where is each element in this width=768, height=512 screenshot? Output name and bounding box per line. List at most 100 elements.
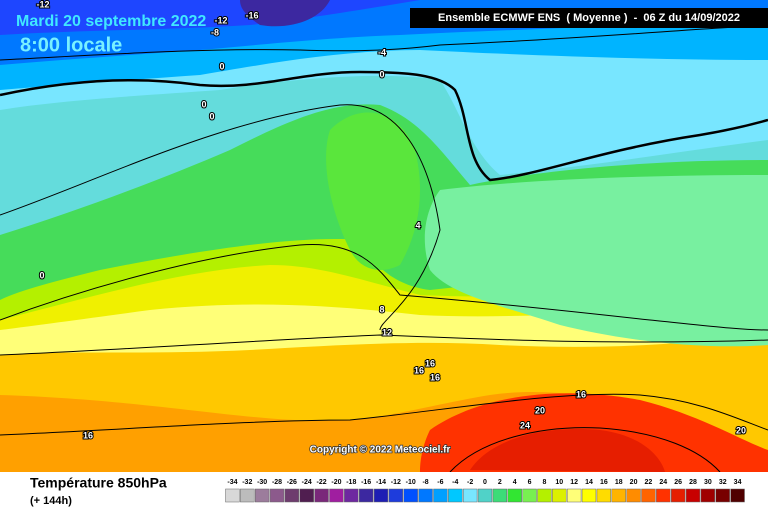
legend-swatch (314, 488, 329, 503)
legend-label: -32 (242, 479, 252, 486)
legend-label: 8 (542, 479, 546, 486)
legend-swatch (344, 488, 359, 503)
legend-swatch (477, 488, 493, 503)
contour-label: 20 (736, 425, 746, 435)
legend-swatch (611, 488, 626, 503)
legend-label: 26 (674, 479, 682, 486)
contour-label: 16 (576, 389, 586, 399)
contour-label: -12 (36, 0, 49, 9)
contour-label: 12 (382, 327, 392, 337)
contour-label: 0 (209, 111, 214, 121)
legend-label: 6 (528, 479, 532, 486)
contour-line (0, 243, 768, 331)
legend-swatch (329, 488, 344, 503)
legend-swatch (492, 488, 508, 503)
legend-swatch (269, 488, 285, 503)
contour-label: -8 (211, 27, 219, 37)
legend-swatch (433, 488, 448, 503)
legend-label: 20 (630, 479, 638, 486)
legend-swatch (552, 488, 567, 503)
contour-label: 0 (39, 270, 44, 280)
zone-bright-green (326, 112, 420, 270)
legend-label: 18 (615, 479, 623, 486)
legend-swatch (462, 488, 478, 503)
legend-label: -4 (452, 479, 458, 486)
zero-isotherm (0, 70, 768, 182)
legend-label: 28 (689, 479, 697, 486)
contour-label: 0 (201, 99, 206, 109)
map-time: 8:00 locale (20, 34, 122, 56)
contour-label: 8 (379, 304, 384, 314)
legend-label: 2 (498, 479, 502, 486)
legend-swatch (448, 488, 463, 503)
legend-swatch (685, 488, 701, 503)
legend-swatch (284, 488, 300, 503)
contour-label: 0 (379, 69, 384, 79)
legend-label: -24 (302, 479, 312, 486)
legend-swatch (373, 488, 389, 503)
map-date: Mardi 20 septembre 2022 (16, 13, 206, 30)
legend: -34 -32 -30 -28 -26 -24 -22 -20 -18 -16 -14 -12 -10-… (225, 479, 745, 503)
legend-swatch (225, 488, 240, 503)
legend-swatch (656, 488, 671, 503)
zone-dark-red (470, 429, 665, 472)
legend-swatch (641, 488, 656, 503)
legend-label: -14 (376, 479, 386, 486)
legend-label: 4 (513, 479, 517, 486)
legend-label: -20 (331, 479, 341, 486)
legend-label: -28 (272, 479, 282, 486)
contour-label: 24 (520, 420, 530, 430)
legend-label: 16 (600, 479, 608, 486)
legend-swatch (700, 488, 716, 503)
legend-swatch (537, 488, 552, 503)
legend-swatch (566, 488, 582, 503)
legend-label: 30 (704, 479, 712, 486)
copyright: Copyright © 2022 Meteociel.fr (310, 445, 451, 456)
footer-title: Température 850hPa (30, 475, 167, 491)
legend-label: -8 (422, 479, 428, 486)
model-info: Ensemble ECMWF ENS ( Moyenne ) - 06 Z du… (438, 12, 740, 24)
contour-line (0, 393, 768, 436)
legend-label: -10 (406, 479, 416, 486)
legend-label: -18 (346, 479, 356, 486)
legend-swatch (299, 488, 314, 503)
legend-swatch (670, 488, 686, 503)
legend-swatch (388, 488, 404, 503)
legend-label: -12 (391, 479, 401, 486)
legend-label: -16 (361, 479, 371, 486)
contour-label: 16 (430, 372, 440, 382)
legend-label: -34 (227, 479, 237, 486)
legend-swatch (507, 488, 522, 503)
legend-swatch (522, 488, 537, 503)
legend-swatch (240, 488, 255, 503)
contour-label: 16 (414, 365, 424, 375)
contour-label: -16 (245, 10, 258, 20)
legend-swatch (418, 488, 433, 503)
legend-swatch (730, 488, 745, 503)
temperature-field (0, 0, 768, 472)
contours (0, 24, 768, 473)
contour-line (0, 104, 441, 331)
legend-label: -2 (467, 479, 473, 486)
zone-purple (240, 0, 330, 27)
legend-swatch (254, 488, 270, 503)
contour-line (0, 24, 768, 61)
legend-label: 22 (645, 479, 653, 486)
contour-label: 20 (535, 405, 545, 415)
contour-label: -12 (214, 15, 227, 25)
legend-label: -30 (257, 479, 267, 486)
zone-mint (424, 175, 768, 347)
footer-lead: (+ 144h) (30, 495, 72, 507)
legend-label: 32 (719, 479, 727, 486)
legend-label: -22 (317, 479, 327, 486)
model-box (410, 8, 768, 28)
legend-label: -6 (437, 479, 443, 486)
contour-line (0, 334, 768, 356)
contour-label: 16 (83, 430, 93, 440)
contour-label: 4 (415, 220, 420, 230)
legend-label: 24 (659, 479, 667, 486)
legend-label: 34 (734, 479, 742, 486)
